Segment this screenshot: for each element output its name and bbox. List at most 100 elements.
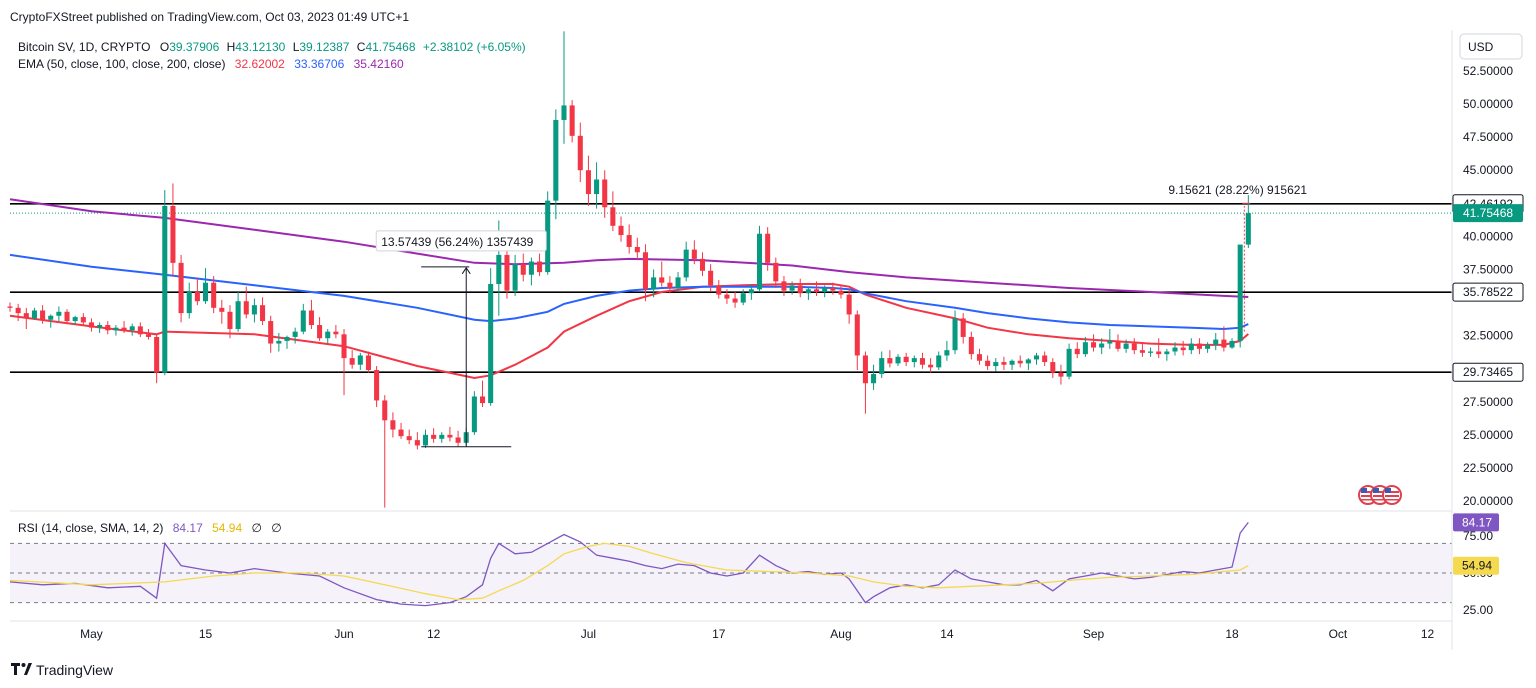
tradingview-brand[interactable]: TradingView: [11, 662, 114, 678]
candle-body[interactable]: [455, 437, 461, 443]
candle-body[interactable]: [145, 334, 152, 337]
candle-body[interactable]: [357, 355, 363, 365]
candle-body[interactable]: [488, 284, 494, 404]
candle-body[interactable]: [211, 282, 217, 308]
candle-body[interactable]: [105, 325, 111, 331]
candle-body[interactable]: [610, 207, 616, 226]
candle-body[interactable]: [634, 246, 640, 253]
candle-body[interactable]: [748, 289, 754, 294]
candle-body[interactable]: [186, 291, 192, 314]
candle-body[interactable]: [1221, 339, 1227, 348]
time-axis[interactable]: May 15 Jun 12 Jul 17 Aug 14 Sep 18 Oct 12: [80, 627, 1434, 641]
candle-body[interactable]: [31, 310, 37, 319]
candle-body[interactable]: [699, 258, 706, 271]
candle-body[interactable]: [626, 235, 632, 247]
candle-body[interactable]: [1156, 351, 1162, 355]
rsi-sma-line[interactable]: [9, 542, 1249, 601]
candle-body[interactable]: [374, 370, 380, 401]
candle-body[interactable]: [341, 334, 347, 359]
candle-body[interactable]: [871, 373, 877, 384]
candle-body[interactable]: [7, 306, 13, 308]
candle-body[interactable]: [716, 285, 722, 295]
candle-body[interactable]: [691, 249, 697, 259]
candle-body[interactable]: [708, 270, 714, 286]
candle-body[interactable]: [496, 254, 502, 285]
candle-body[interactable]: [944, 350, 950, 356]
candle-body[interactable]: [431, 434, 437, 439]
candle-body[interactable]: [683, 249, 689, 278]
candle-body[interactable]: [390, 420, 396, 430]
candle-body[interactable]: [1099, 343, 1105, 348]
candle-body[interactable]: [97, 325, 103, 328]
candle-body[interactable]: [952, 318, 958, 351]
candle-body[interactable]: [903, 356, 909, 363]
candle-body[interactable]: [936, 355, 942, 368]
candle-body[interactable]: [251, 305, 257, 315]
candle-body[interactable]: [740, 293, 746, 303]
candle-body[interactable]: [659, 277, 665, 283]
candle-body[interactable]: [1148, 351, 1154, 353]
candle-body[interactable]: [325, 331, 331, 339]
candle-body[interactable]: [260, 305, 266, 322]
candle-body[interactable]: [422, 434, 429, 446]
candle-body[interactable]: [879, 358, 885, 374]
candle-body[interactable]: [594, 179, 600, 195]
candle-body[interactable]: [960, 318, 966, 337]
candle-body[interactable]: [651, 277, 657, 290]
candle-body[interactable]: [292, 331, 298, 337]
candle-body[interactable]: [406, 436, 412, 441]
candle-body[interactable]: [569, 105, 575, 136]
candle-body[interactable]: [895, 356, 901, 364]
candle-body[interactable]: [1245, 213, 1251, 245]
candle-body[interactable]: [976, 354, 983, 361]
candle-body[interactable]: [72, 317, 78, 322]
candle-body[interactable]: [1058, 372, 1064, 377]
candle-body[interactable]: [162, 205, 168, 373]
candle-body[interactable]: [349, 358, 355, 365]
candle-body[interactable]: [911, 358, 917, 363]
candle-body[interactable]: [170, 205, 176, 263]
candle-body[interactable]: [1196, 343, 1202, 349]
candle-body[interactable]: [928, 364, 934, 368]
candle-body[interactable]: [284, 336, 290, 341]
candle-body[interactable]: [675, 277, 681, 288]
currency-button[interactable]: USD: [1459, 33, 1523, 60]
candle-body[interactable]: [202, 282, 209, 302]
candle-body[interactable]: [1091, 342, 1097, 348]
candle-body[interactable]: [64, 311, 70, 322]
candle-body[interactable]: [194, 291, 200, 302]
candle-body[interactable]: [585, 170, 591, 195]
candle-body[interactable]: [121, 327, 127, 331]
candle-body[interactable]: [732, 298, 738, 303]
candle-body[interactable]: [1050, 362, 1056, 373]
candle-body[interactable]: [88, 322, 94, 328]
candle-body[interactable]: [1205, 344, 1211, 349]
candle-body[interactable]: [1082, 342, 1088, 355]
candle-body[interactable]: [129, 326, 135, 331]
candle-body[interactable]: [308, 310, 314, 326]
candle-body[interactable]: [862, 355, 868, 384]
candle-body[interactable]: [830, 287, 836, 291]
candle-body[interactable]: [887, 358, 893, 364]
candle-body[interactable]: [154, 336, 160, 373]
candle-body[interactable]: [227, 311, 233, 329]
candle-body[interactable]: [365, 355, 371, 371]
candle-body[interactable]: [471, 396, 477, 433]
candle-body[interactable]: [537, 261, 543, 273]
candle-body[interactable]: [1066, 348, 1072, 377]
candle-body[interactable]: [1017, 360, 1023, 364]
candle-body[interactable]: [300, 310, 306, 332]
candle-body[interactable]: [1172, 347, 1178, 352]
candle-body[interactable]: [1033, 355, 1040, 360]
candle-body[interactable]: [23, 313, 29, 319]
candle-body[interactable]: [56, 311, 62, 316]
candle-body[interactable]: [333, 331, 339, 335]
candle-body[interactable]: [439, 434, 445, 439]
candle-body[interactable]: [814, 289, 820, 292]
candle-body[interactable]: [512, 264, 518, 291]
ema-line[interactable]: [9, 198, 1249, 298]
candle-body[interactable]: [1139, 350, 1145, 353]
candle-body[interactable]: [1180, 347, 1186, 351]
candle-body[interactable]: [528, 261, 534, 275]
candle-body[interactable]: [577, 135, 583, 171]
